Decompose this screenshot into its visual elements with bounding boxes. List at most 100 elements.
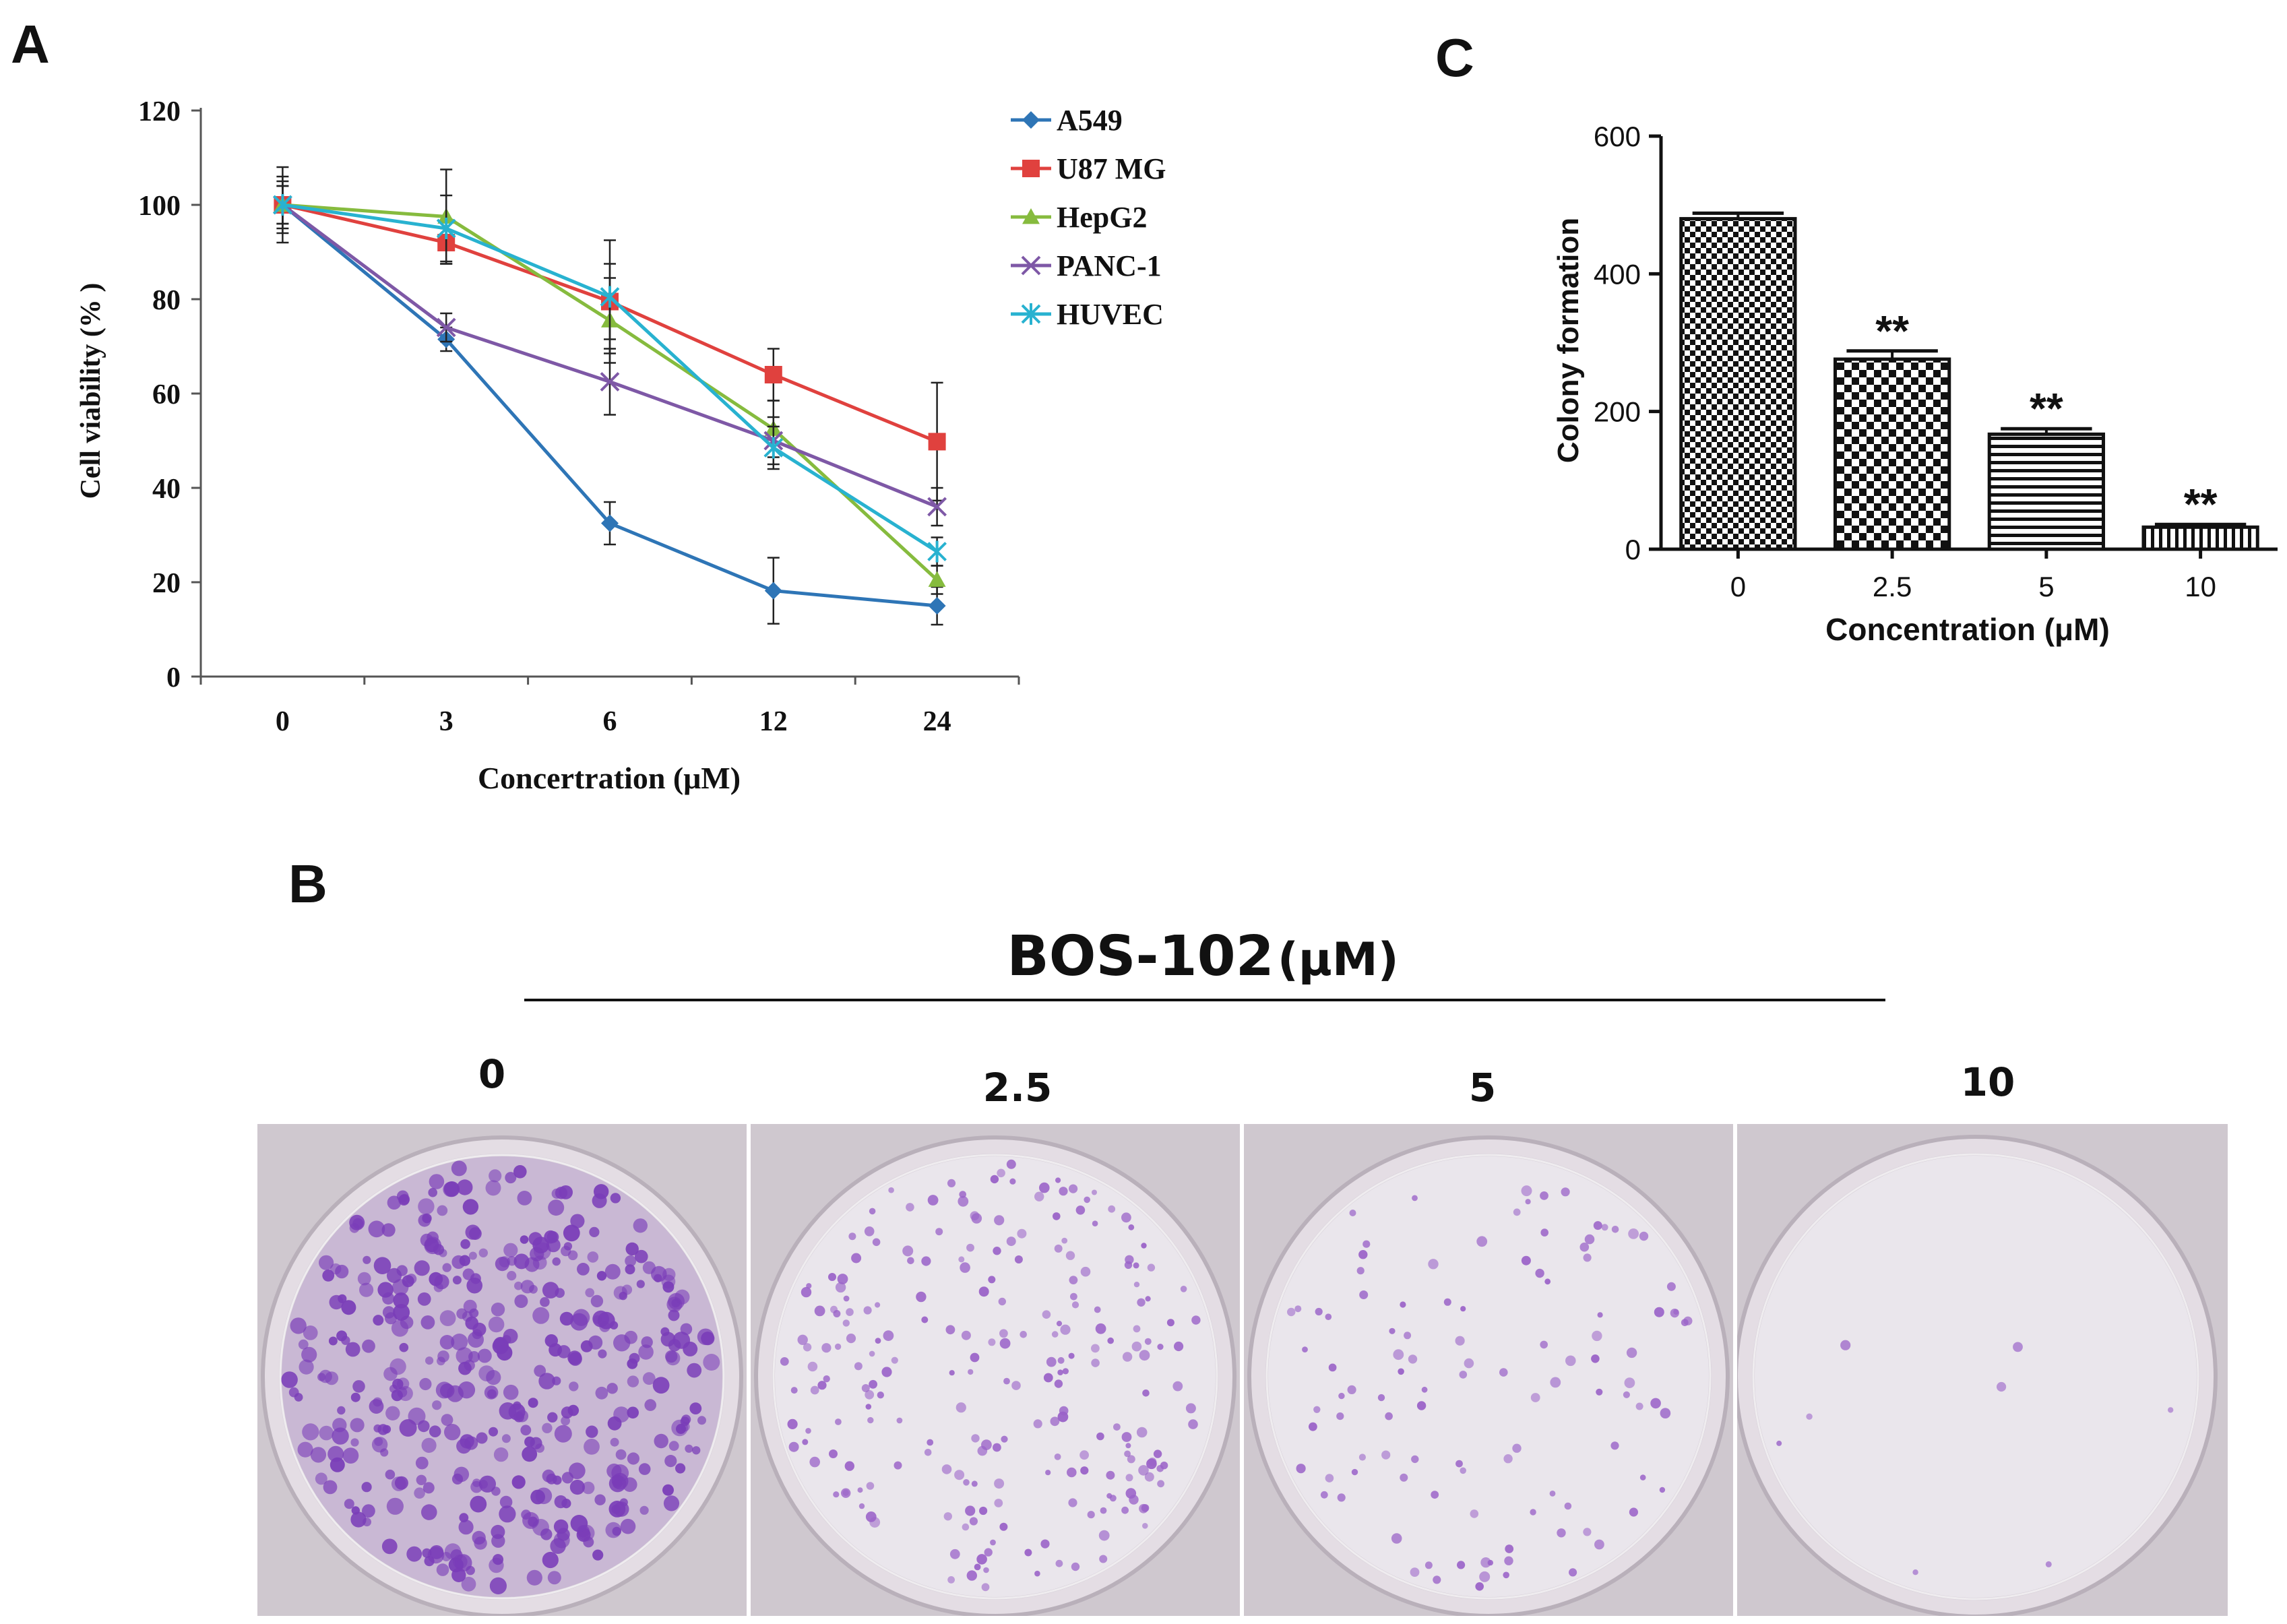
dish-photo-5 bbox=[1244, 1124, 1733, 1616]
data-point bbox=[927, 540, 947, 563]
chart-a-x-tick-label: 0 bbox=[276, 706, 290, 737]
data-point bbox=[928, 571, 946, 587]
dish-label-5: 5 bbox=[1468, 1065, 1497, 1111]
chart-a-y-tick-label: 60 bbox=[152, 379, 181, 410]
chart-c-x-tick-label: 2.5 bbox=[1873, 571, 1912, 602]
chart-a-xlabel: Concertration (μM) bbox=[478, 761, 741, 795]
chart-a-y-tick-label: 80 bbox=[152, 285, 181, 316]
bar bbox=[2141, 525, 2259, 551]
dish-photo-10 bbox=[1737, 1124, 2228, 1616]
legend-marker bbox=[1021, 255, 1041, 276]
chart-c-y-tick-label: 600 bbox=[1594, 121, 1641, 152]
colonies bbox=[1287, 1185, 1693, 1591]
data-point bbox=[600, 286, 620, 308]
data-point bbox=[764, 582, 782, 600]
data-point bbox=[272, 194, 292, 216]
chart-c-bars: ** ** ** bbox=[1679, 211, 2259, 551]
dish-label-0: 0 bbox=[478, 1051, 506, 1097]
chart-a-x-tick-label: 6 bbox=[603, 706, 617, 737]
photo-panel-title: BOS-102 bbox=[1007, 925, 1274, 989]
legend-entry: PANC-1 bbox=[1011, 249, 1162, 282]
legend-marker bbox=[1022, 111, 1040, 129]
photo-panel-header: BOS-102 (μM) bbox=[519, 925, 1887, 989]
significance-marker: ** bbox=[2030, 384, 2063, 433]
chart-a-x-tick-label: 12 bbox=[759, 706, 788, 737]
dish-highlight bbox=[1265, 1154, 1712, 1600]
chart-c-x-tick-label: 5 bbox=[2038, 571, 2054, 602]
line-chart-cell-viability: 0 20 40 60 80 100 120 0 3 6 12 24 A549 U87 MG HepG2 PA… bbox=[75, 96, 1166, 795]
panel-letter-c: C bbox=[1435, 28, 1474, 88]
legend-entry: HepG2 bbox=[1011, 201, 1147, 234]
data-point bbox=[600, 372, 620, 392]
chart-c-ylabel: Colony formation bbox=[1552, 218, 1585, 463]
chart-a-legend: A549 U87 MG HepG2 PANC-1 HUVEC bbox=[1011, 104, 1166, 331]
dish-highlight bbox=[279, 1154, 725, 1600]
photo-panel-unit: (μM) bbox=[1277, 933, 1399, 987]
series-huvec bbox=[272, 185, 947, 567]
data-point bbox=[601, 514, 619, 532]
dish-label-10: 10 bbox=[1960, 1059, 2015, 1105]
data-point bbox=[763, 437, 784, 459]
dish-highlight bbox=[772, 1154, 1218, 1600]
bar bbox=[1987, 432, 2106, 551]
data-point bbox=[764, 366, 782, 383]
chart-a-y-tick-label: 120 bbox=[138, 96, 181, 127]
data-point bbox=[928, 597, 946, 615]
chart-a-y-tick-label: 100 bbox=[138, 191, 181, 222]
legend-entry: A549 bbox=[1011, 104, 1123, 137]
dish-well bbox=[1752, 1153, 2199, 1600]
error-bar bbox=[2001, 427, 2092, 435]
legend-entry: U87 MG bbox=[1011, 152, 1166, 185]
chart-a-axes: 0 20 40 60 80 100 120 0 3 6 12 24 bbox=[138, 96, 1020, 737]
error-bar bbox=[1846, 349, 1938, 360]
chart-c-xlabel: Concentration (μM) bbox=[1825, 612, 2110, 647]
chart-a-y-tick-label: 40 bbox=[152, 474, 181, 505]
panel-letter-b: B bbox=[288, 854, 327, 914]
data-point bbox=[436, 218, 456, 239]
error-bar bbox=[1692, 211, 1784, 219]
legend-label: PANC-1 bbox=[1057, 249, 1162, 282]
chart-a-y-tick-label: 20 bbox=[152, 568, 181, 599]
dish-photo-2-5 bbox=[751, 1124, 1240, 1616]
legend-marker bbox=[1021, 303, 1041, 325]
chart-a-ylabel: Cell viability (% ) bbox=[75, 283, 106, 499]
chart-a-y-tick-label: 0 bbox=[166, 662, 181, 693]
error-bar bbox=[2154, 522, 2247, 528]
legend-label: A549 bbox=[1057, 104, 1123, 137]
colonies bbox=[281, 1160, 720, 1594]
bar-0 bbox=[1679, 211, 1797, 551]
data-point bbox=[436, 317, 456, 338]
bar-5: ** bbox=[1987, 384, 2106, 551]
chart-c-axes: 0 200 400 600 0 2.5 5 10 bbox=[1594, 121, 2278, 602]
legend-marker bbox=[1022, 208, 1040, 224]
dish-highlight bbox=[1752, 1153, 2199, 1600]
dish-photo-0 bbox=[257, 1124, 747, 1616]
significance-marker: ** bbox=[2184, 480, 2218, 528]
chart-a-x-tick-label: 3 bbox=[439, 706, 453, 737]
bar bbox=[1833, 357, 1951, 551]
bar-10: ** bbox=[2141, 480, 2259, 551]
bar bbox=[1679, 217, 1797, 551]
colonies bbox=[780, 1159, 1201, 1592]
photo-panel-title-rule bbox=[524, 999, 1885, 1001]
chart-a-x-tick-label: 24 bbox=[923, 706, 951, 737]
legend-label: U87 MG bbox=[1057, 152, 1166, 185]
bar-chart-colony-formation: 0 200 400 600 0 2.5 5 10 ** ** ** Concentration (… bbox=[1552, 121, 2278, 647]
data-point bbox=[928, 433, 946, 451]
data-point bbox=[927, 497, 947, 517]
legend-label: HepG2 bbox=[1057, 201, 1147, 234]
chart-c-y-tick-label: 200 bbox=[1594, 396, 1641, 428]
bar-2.5: ** bbox=[1833, 307, 1951, 551]
chart-c-x-tick-label: 10 bbox=[2185, 571, 2216, 602]
colonies bbox=[1776, 1340, 2174, 1575]
legend-label: HUVEC bbox=[1057, 298, 1164, 331]
panel-letter-a: A bbox=[11, 14, 50, 74]
chart-c-y-tick-label: 0 bbox=[1625, 534, 1641, 565]
significance-marker: ** bbox=[1875, 307, 1909, 355]
chart-c-y-tick-label: 400 bbox=[1594, 258, 1641, 290]
dish-well bbox=[1265, 1154, 1712, 1600]
legend-entry: HUVEC bbox=[1011, 298, 1164, 331]
dish-label-2-5: 2.5 bbox=[982, 1065, 1053, 1111]
chart-a-series bbox=[272, 166, 947, 626]
legend-marker bbox=[1022, 160, 1040, 177]
